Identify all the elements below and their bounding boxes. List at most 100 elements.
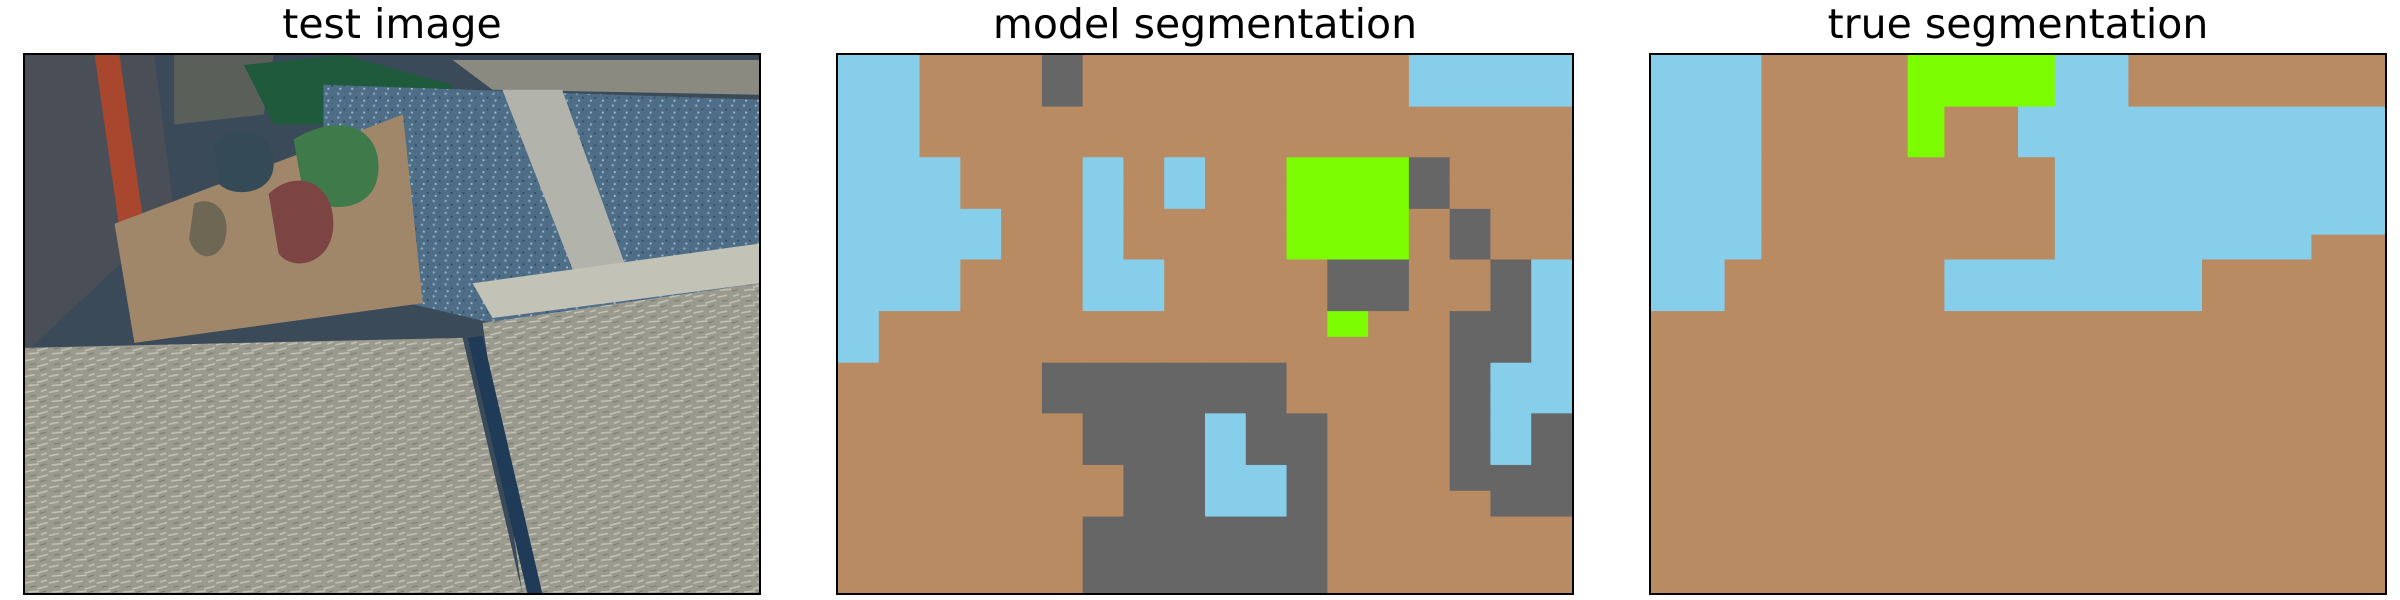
- true-segmentation-cell: [2128, 439, 2166, 466]
- model-segmentation-cell: [919, 362, 961, 390]
- true-segmentation-cell: [2311, 80, 2349, 108]
- model-segmentation-cell: [1449, 131, 1491, 158]
- true-segmentation-cell: [2311, 439, 2349, 466]
- true-segmentation-cell: [2054, 362, 2093, 390]
- model-segmentation-cell: [1408, 516, 1451, 542]
- true-segmentation-cell: [2201, 362, 2239, 390]
- true-segmentation-cell: [1687, 131, 1726, 158]
- model-segmentation-cell: [1368, 541, 1410, 568]
- model-segmentation-cell: [1531, 464, 1572, 492]
- true-segmentation-map: [1649, 53, 2387, 595]
- climbing-wall-photo: [25, 55, 759, 593]
- model-segmentation-cell: [1368, 311, 1410, 338]
- true-segmentation-cell: [1870, 234, 1909, 260]
- model-segmentation-cell: [1164, 106, 1206, 132]
- true-segmentation-cell: [2165, 541, 2203, 568]
- true-segmentation-cell: [1907, 567, 1945, 593]
- model-segmentation-cell: [1245, 234, 1288, 260]
- true-segmentation-cell: [1724, 234, 1762, 260]
- model-segmentation-cell: [1368, 362, 1410, 390]
- model-segmentation-cell: [878, 183, 921, 210]
- true-segmentation-cell: [2018, 336, 2056, 364]
- model-segmentation-cell: [1531, 439, 1572, 466]
- true-segmentation-cell: [1907, 516, 1945, 542]
- true-segmentation-cell: [1651, 439, 1689, 466]
- model-segmentation-cell: [1368, 80, 1410, 108]
- true-segmentation-cell: [2091, 413, 2129, 440]
- true-segmentation-cell: [2274, 567, 2312, 593]
- model-segmentation-cell: [1245, 183, 1288, 210]
- true-segmentation-cell: [2201, 311, 2239, 338]
- true-segmentation-cell: [1724, 388, 1762, 414]
- true-segmentation-cell: [2311, 311, 2349, 338]
- model-segmentation-cell: [1449, 183, 1491, 210]
- model-segmentation-cell: [1245, 413, 1288, 440]
- test-image-photo: [23, 53, 761, 595]
- model-segmentation-cell: [1531, 362, 1572, 390]
- true-segmentation-cell: [1870, 336, 1909, 364]
- true-segmentation-cell: [1981, 234, 2019, 260]
- model-segmentation-cell: [1531, 567, 1572, 593]
- true-segmentation-cell: [1981, 567, 2019, 593]
- true-segmentation-cell: [1870, 106, 1909, 132]
- true-segmentation-cell: [1981, 285, 2019, 312]
- true-segmentation-cell: [2237, 516, 2276, 542]
- true-segmentation-cell: [1651, 413, 1689, 440]
- true-segmentation-cell: [2018, 413, 2056, 440]
- model-segmentation-cell: [838, 131, 880, 158]
- model-segmentation-cell: [1490, 106, 1532, 132]
- model-segmentation-cell: [1408, 234, 1451, 260]
- model-segmentation-title: model segmentation: [992, 0, 1418, 48]
- model-segmentation-cell: [1490, 80, 1532, 108]
- model-segmentation-cell: [1286, 464, 1328, 492]
- model-segmentation-cell: [919, 388, 961, 414]
- model-segmentation-cell: [1368, 464, 1410, 492]
- model-segmentation-cell: [1286, 439, 1328, 466]
- model-segmentation-cell: [1041, 439, 1084, 466]
- true-segmentation-cell: [1834, 413, 1872, 440]
- model-segmentation-cell: [1327, 259, 1369, 286]
- model-segmentation-cell: [919, 413, 961, 440]
- true-segmentation-cell: [2165, 567, 2203, 593]
- true-segmentation-cell: [2274, 157, 2312, 184]
- true-segmentation-cell: [1907, 55, 1945, 82]
- true-segmentation-cell: [2091, 388, 2129, 414]
- model-segmentation-cell: [838, 183, 880, 210]
- model-segmentation-cell: [1408, 131, 1451, 158]
- model-segmentation-cell: [1286, 106, 1328, 132]
- true-segmentation-cell: [1981, 439, 2019, 466]
- model-segmentation-cell: [1408, 336, 1451, 364]
- model-segmentation-cell: [1490, 336, 1532, 364]
- true-segmentation-cell: [1834, 234, 1872, 260]
- model-segmentation-cell: [1205, 567, 1247, 593]
- model-segmentation-cell: [1123, 80, 1165, 108]
- model-segmentation-cell: [878, 285, 921, 312]
- true-segmentation-cell: [2165, 336, 2203, 364]
- model-segmentation-cell: [1245, 439, 1288, 466]
- true-segmentation-cell: [2054, 208, 2093, 236]
- model-segmentation-cell: [1082, 413, 1124, 440]
- true-segmentation-cell: [2018, 55, 2056, 82]
- model-segmentation-cell: [919, 567, 961, 593]
- model-segmentation-cell: [1368, 336, 1410, 364]
- model-segmentation-cell: [1245, 285, 1288, 312]
- model-segmentation-cell: [1408, 439, 1451, 466]
- true-segmentation-cell: [1724, 183, 1762, 210]
- true-segmentation-cell: [2165, 311, 2203, 338]
- model-segmentation-cell: [1286, 259, 1328, 286]
- model-segmentation-cell: [1490, 541, 1532, 568]
- model-segmentation-cell: [1449, 259, 1491, 286]
- true-segmentation-cell: [1870, 208, 1909, 236]
- true-segmentation-cell: [1651, 311, 1689, 338]
- true-segmentation-cell: [2128, 285, 2166, 312]
- true-segmentation-cell: [2201, 183, 2239, 210]
- true-segmentation-cell: [1870, 464, 1909, 492]
- true-segmentation-cell: [2348, 567, 2385, 593]
- true-segmentation-cell: [1724, 490, 1762, 518]
- true-segmentation-cell: [1761, 208, 1799, 236]
- model-segmentation-cell: [1286, 516, 1328, 542]
- true-segmentation-cell: [1907, 208, 1945, 236]
- model-segmentation-cell: [1490, 311, 1532, 338]
- true-segmentation-cell: [1834, 106, 1872, 132]
- true-segmentation-cell: [1870, 567, 1909, 593]
